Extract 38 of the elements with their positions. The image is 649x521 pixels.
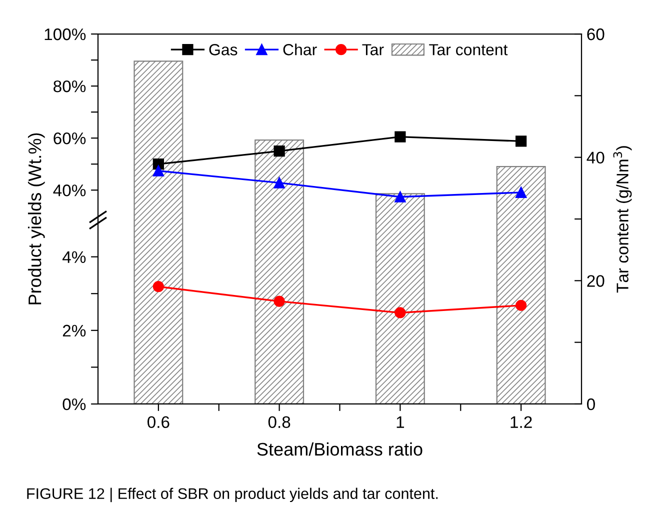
point: [274, 296, 285, 307]
y-tick-label: 100%: [44, 28, 86, 40]
y2-tick-label: 40: [586, 152, 604, 164]
legend-label: Tar content: [429, 44, 508, 56]
x-tick-label: 1.2: [510, 416, 532, 428]
bar: [375, 193, 425, 404]
bar: [134, 60, 184, 404]
x-tick-label: 0.8: [268, 416, 290, 428]
point: [152, 165, 164, 176]
legend-label: Tar: [362, 44, 384, 56]
y2-tick-label: 60: [587, 28, 604, 40]
point: [516, 300, 527, 311]
y2-tick-label: 20: [587, 275, 604, 287]
x-axis-title: Steam/Biomass ratio: [257, 442, 422, 456]
x-tick-label: 0.6: [148, 416, 170, 428]
y-tick-label: 4%: [62, 251, 86, 263]
point: [152, 281, 164, 292]
point: [516, 186, 527, 198]
bar: [254, 140, 304, 404]
y2-axis-title: Tar content (g/Nm$^{3}$): [613, 146, 632, 293]
x-tick-label: 1: [396, 416, 404, 428]
y-tick-label: 80%: [54, 80, 86, 92]
point: [274, 146, 285, 157]
y-tick-label: 60%: [54, 132, 86, 144]
point: [274, 177, 285, 188]
caption: FIGURE 12 | Effect of SBR on product yields and tar content.: [27, 488, 438, 502]
point: [516, 136, 527, 147]
bar: [496, 166, 546, 404]
y-axis-title: Product yields (Wt.%): [28, 133, 45, 304]
legend-label: Char: [283, 44, 317, 56]
point: [394, 307, 406, 318]
y2-tick-label: 0: [587, 398, 595, 410]
point: [394, 191, 406, 202]
y-tick-label: 0%: [62, 398, 86, 410]
legend-label: Gas: [209, 44, 238, 56]
point: [394, 131, 406, 142]
y-tick-label: 40%: [53, 184, 86, 196]
y-tick-label: 2%: [62, 324, 86, 337]
